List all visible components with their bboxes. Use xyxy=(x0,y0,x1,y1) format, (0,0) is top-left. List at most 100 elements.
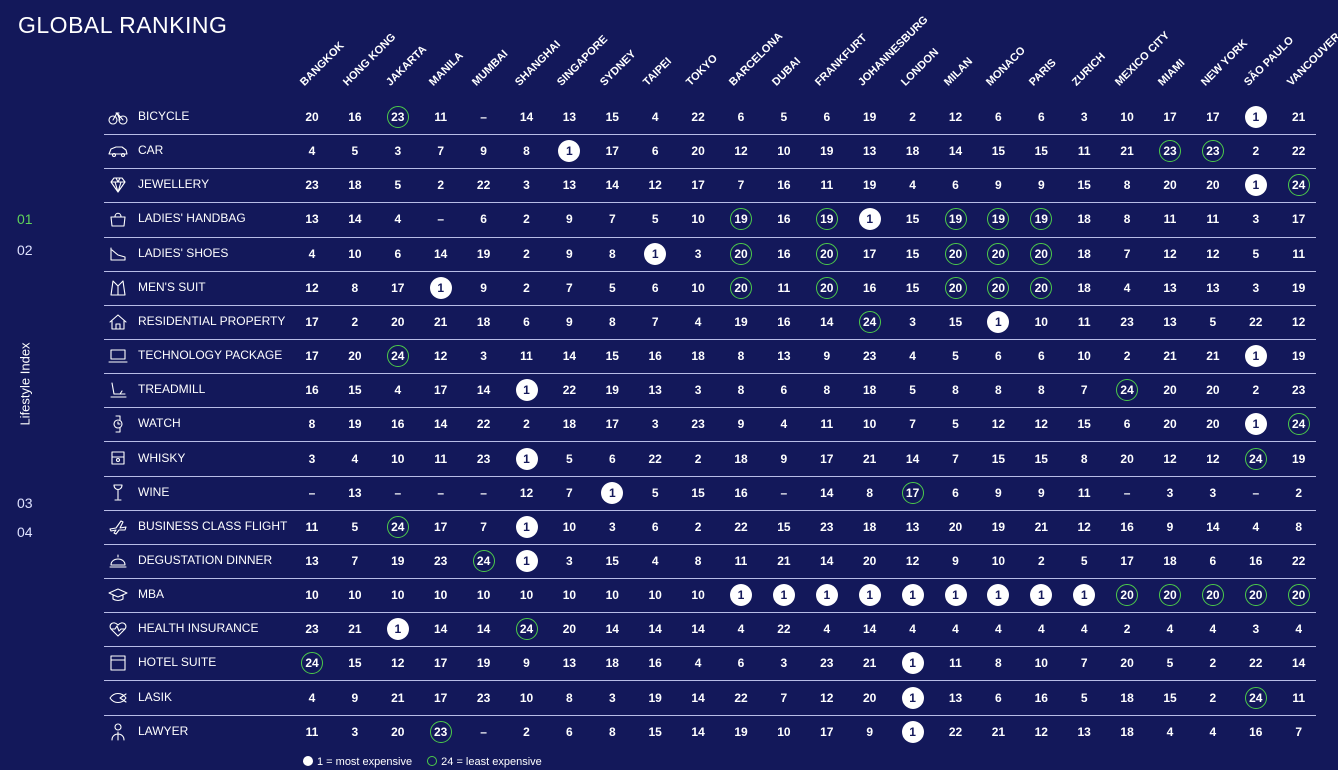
rank-cell: 13 xyxy=(562,110,577,124)
rank-cell: 23 xyxy=(434,553,448,568)
row-divider xyxy=(104,305,1316,306)
rank-cell: 20 xyxy=(730,242,752,265)
rank-cell: 19 xyxy=(734,314,748,329)
rank-cell: 15 xyxy=(1163,690,1177,705)
rank-cell: 14 xyxy=(691,690,705,705)
rank-cell: 19 xyxy=(863,110,877,124)
row-divider xyxy=(104,544,1316,545)
rank-cell: 21 xyxy=(1034,519,1048,534)
rank-cell: 14 xyxy=(691,724,705,739)
rank-cell: 21 xyxy=(1206,349,1220,364)
rank-cell: 2 xyxy=(1295,485,1303,500)
handbag-icon xyxy=(110,213,126,227)
rank-cell: 1 xyxy=(858,584,881,607)
rank-cell: 10 xyxy=(648,588,662,603)
row-label: WHISKY xyxy=(138,450,186,465)
rank-cell: 24 xyxy=(515,618,538,641)
rank-cell: 14 xyxy=(691,622,705,637)
rank-cell: – xyxy=(437,212,445,227)
rank-cell: 13 xyxy=(562,178,577,193)
rank-cell: 2 xyxy=(1209,656,1217,671)
rank-cell: 17 xyxy=(901,481,924,504)
rank-cell: 2 xyxy=(523,212,530,227)
rank-cell: 10 xyxy=(991,553,1006,568)
rank-cell: 9 xyxy=(866,724,874,739)
column-header-johannesburg: JOHANNESBURG xyxy=(855,13,931,89)
rank-cell: 19 xyxy=(730,208,752,231)
rank-cell: 5 xyxy=(952,349,959,364)
rank-cell: 2 xyxy=(1123,622,1131,637)
rank-cell: 3 xyxy=(523,178,530,193)
rank-cell: 15 xyxy=(1034,451,1048,466)
treadmill-icon xyxy=(110,382,127,398)
row-divider xyxy=(104,373,1316,374)
rank-cell: 23 xyxy=(305,622,319,637)
rank-cell: 7 xyxy=(608,212,616,227)
rank-cell: 11 xyxy=(1077,144,1091,159)
rank-cell: 9 xyxy=(1166,519,1174,534)
column-header-mumbai: MUMBAI xyxy=(469,48,511,89)
rank-cell: 22 xyxy=(691,110,705,124)
rank-cell: 13 xyxy=(948,690,963,705)
nav-item-04[interactable]: 04 xyxy=(17,524,33,540)
rank-cell: 10 xyxy=(605,588,619,603)
row-divider xyxy=(104,339,1316,340)
rank-cell: – xyxy=(437,485,445,500)
rank-cell: 8 xyxy=(308,417,316,432)
rank-cell: 14 xyxy=(948,144,963,159)
rank-cell: 14 xyxy=(434,417,448,432)
rank-cell: 15 xyxy=(691,485,705,500)
rank-cell: 9 xyxy=(351,690,359,705)
rank-cell: 11 xyxy=(520,349,533,364)
rank-cell: 17 xyxy=(820,451,834,466)
rank-cell: 14 xyxy=(820,314,834,329)
rank-cell: 1 xyxy=(644,242,667,265)
rank-cell: 22 xyxy=(476,178,491,193)
rank-cell: 22 xyxy=(1292,553,1306,568)
rank-cell: 12 xyxy=(1292,314,1306,329)
rank-cell: 23 xyxy=(1292,383,1306,398)
row-label: BICYCLE xyxy=(138,109,190,123)
rank-cell: 8 xyxy=(566,690,573,705)
rank-cell: 15 xyxy=(991,451,1006,466)
rank-cell: 21 xyxy=(863,451,877,466)
rank-cell: 4 xyxy=(909,349,916,364)
rank-cell: 18 xyxy=(1163,553,1177,568)
rank-cell: 2 xyxy=(1123,349,1131,364)
diamond-icon xyxy=(110,177,126,193)
rank-cell: 7 xyxy=(780,690,788,705)
rank-cell: 23 xyxy=(476,690,491,705)
rank-cell: 5 xyxy=(952,417,959,432)
rank-cell: 21 xyxy=(1163,349,1177,364)
row-label: CAR xyxy=(138,143,164,158)
rank-cell: 16 xyxy=(734,485,748,500)
rank-cell: 4 xyxy=(1209,724,1217,739)
row-divider xyxy=(104,680,1316,681)
rank-cell: 23 xyxy=(820,519,834,534)
nav-item-03[interactable]: 03 xyxy=(17,495,33,511)
nav-item-02[interactable]: 02 xyxy=(17,242,33,258)
rank-cell: 17 xyxy=(863,246,877,261)
rank-cell: 14 xyxy=(434,622,448,637)
rank-cell: 3 xyxy=(480,349,487,364)
rank-cell: 14 xyxy=(562,349,577,364)
row-label: HEALTH INSURANCE xyxy=(138,621,259,636)
rank-cell: 20 xyxy=(1206,383,1220,398)
column-header-miami: MIAMI xyxy=(1156,57,1188,89)
rank-cell: – xyxy=(308,485,316,500)
rank-cell: 17 xyxy=(605,417,619,432)
rank-cell: 19 xyxy=(391,553,405,568)
row-label: BUSINESS CLASS FLIGHT xyxy=(138,518,288,533)
rank-cell: 24 xyxy=(1116,379,1139,402)
rank-cell: 10 xyxy=(562,588,577,603)
rank-cell: 16 xyxy=(1034,690,1048,705)
cloche-icon xyxy=(109,554,127,568)
rank-cell: 15 xyxy=(777,519,791,534)
rank-cell: 14 xyxy=(476,622,491,637)
rank-cell: 7 xyxy=(437,144,445,159)
nav-item-01[interactable]: 01 xyxy=(17,211,33,227)
rank-cell: 10 xyxy=(348,588,362,603)
row-label: MEN'S SUIT xyxy=(138,279,206,294)
rank-cell: 23 xyxy=(1159,140,1181,163)
rank-cell: 22 xyxy=(562,383,577,398)
